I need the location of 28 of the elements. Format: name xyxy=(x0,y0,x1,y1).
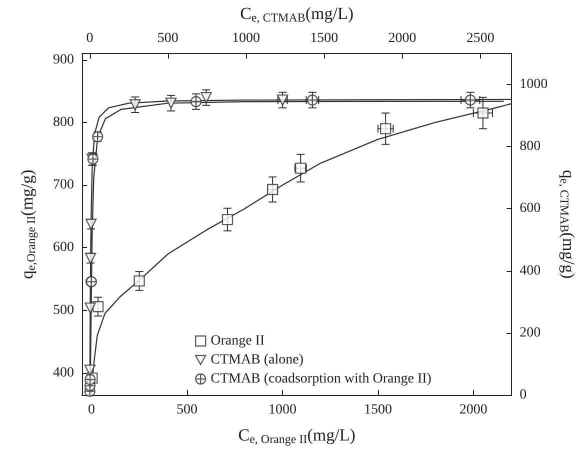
x2-tick-label: 1000 xyxy=(268,402,296,418)
x2-tick-label: 500 xyxy=(176,402,198,418)
y2-tick-label: 600 xyxy=(520,201,541,216)
y-tick-label: 500 xyxy=(53,302,74,318)
x-tick-label: 0 xyxy=(86,31,94,46)
x2-tick-label: 0 xyxy=(88,402,96,418)
x-tick-label: 2500 xyxy=(466,31,494,46)
y-tick-label: 600 xyxy=(53,240,74,256)
y2-tick-label: 800 xyxy=(520,139,541,154)
x-tick-label: 1000 xyxy=(232,31,260,46)
y-tick-label: 800 xyxy=(53,114,74,130)
y2-tick-label: 400 xyxy=(520,263,541,278)
x-tick-label: 500 xyxy=(157,31,178,46)
x2-tick-label: 1500 xyxy=(364,402,392,418)
y-tick-label: 400 xyxy=(53,366,74,381)
y-tick-label: 900 xyxy=(53,52,74,68)
y2-axis-title: qe, CTMAB(mg/g) xyxy=(558,170,578,279)
y-tick-label: 700 xyxy=(53,178,74,193)
legend-label: CTMAB (alone) xyxy=(210,352,304,368)
x-tick-label: 1500 xyxy=(310,31,338,46)
y2-tick-label: 0 xyxy=(520,388,527,402)
legend-label: CTMAB (coadsorption with Orange II) xyxy=(210,372,432,386)
y2-tick-label: 200 xyxy=(520,325,541,340)
x-tick-label: 2000 xyxy=(388,31,416,46)
y-axis-title: qe,Orange II(mg/g) xyxy=(18,170,38,279)
legend-label: Orange II xyxy=(210,334,265,348)
x2-tick-label: 2000 xyxy=(459,402,488,418)
y2-tick-label: 1000 xyxy=(520,77,548,92)
